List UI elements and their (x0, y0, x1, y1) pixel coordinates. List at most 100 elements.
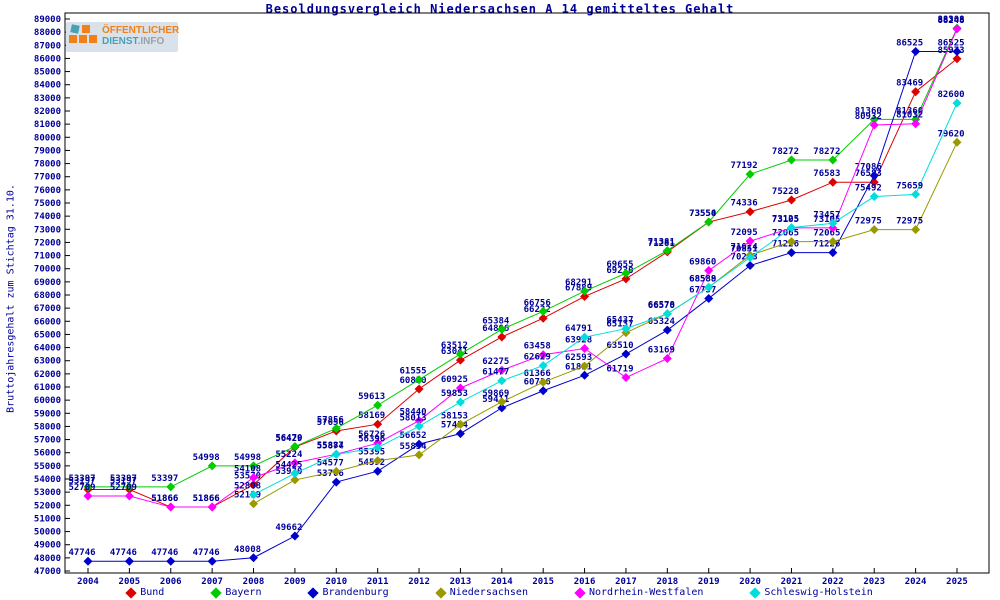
data-point (745, 207, 755, 217)
y-tick-label: 69000 (34, 278, 61, 288)
data-point-label: 73105 (772, 215, 799, 225)
data-point-label: 73125 (772, 215, 799, 225)
series-marker-icon (210, 586, 223, 599)
data-point-label: 53930 (275, 467, 302, 477)
y-tick-label: 79000 (34, 146, 61, 156)
x-tick-label: 2023 (863, 577, 885, 587)
data-point (249, 553, 259, 563)
x-tick-label: 2009 (284, 577, 306, 587)
data-point-label: 70851 (731, 245, 758, 255)
data-point (166, 482, 176, 492)
data-point-label: 55395 (358, 448, 385, 458)
y-tick-label: 77000 (34, 173, 61, 183)
y-tick-label: 82000 (34, 107, 61, 117)
data-point (580, 361, 590, 371)
data-point-label: 88248 (937, 16, 964, 26)
data-point-label: 63510 (606, 341, 633, 351)
y-tick-label: 80000 (34, 133, 61, 143)
data-point-label: 66756 (524, 298, 551, 308)
data-point (455, 355, 465, 365)
series-line-schleswig-holstein (253, 102, 958, 496)
data-point (911, 189, 921, 199)
y-tick-label: 63000 (34, 357, 61, 367)
logo-line1: ÖFFENTLICHER (102, 25, 180, 36)
x-tick-label: 2004 (77, 577, 99, 587)
data-point-label: 83469 (896, 79, 923, 89)
y-tick-label: 75000 (34, 199, 61, 209)
y-tick-label: 86000 (34, 54, 61, 64)
data-point-label: 53397 (68, 474, 95, 484)
data-point-label: 51866 (193, 494, 220, 504)
data-point (580, 344, 590, 354)
data-point-label: 64806 (482, 324, 509, 334)
data-point (952, 137, 962, 147)
logo-square-icon (69, 35, 77, 43)
data-point-label: 72065 (813, 229, 840, 239)
series-line-nordrhein-westfalen (88, 28, 958, 508)
data-point (538, 377, 548, 387)
y-tick-label: 49000 (34, 541, 61, 551)
x-tick-label: 2008 (243, 577, 265, 587)
y-tick-label: 57000 (34, 436, 61, 446)
data-point-label: 66578 (648, 301, 675, 311)
legend-label: Bund (140, 587, 165, 598)
data-point (621, 324, 631, 334)
data-point-label: 53397 (151, 474, 178, 484)
y-tick-label: 51000 (34, 514, 61, 524)
data-point-label: 56396 (358, 435, 385, 445)
data-point-label: 68588 (689, 274, 716, 284)
data-point-label: 57856 (317, 415, 344, 425)
data-point (745, 169, 755, 179)
data-point-label: 72095 (731, 228, 758, 238)
x-tick-label: 2017 (615, 577, 637, 587)
y-tick-label: 85000 (34, 68, 61, 78)
x-tick-label: 2013 (450, 577, 472, 587)
data-point-label: 66570 (648, 301, 675, 311)
data-point (745, 261, 755, 271)
data-point-label: 58153 (441, 411, 468, 421)
data-point-label: 61891 (565, 362, 592, 372)
oeffentlicher-dienst-logo[interactable]: ÖFFENTLICHER DIENST.INFO (66, 22, 180, 52)
data-point (83, 491, 93, 501)
data-point (786, 155, 796, 165)
y-tick-label: 83000 (34, 94, 61, 104)
data-point-label: 63041 (441, 347, 468, 357)
y-tick-label: 65000 (34, 330, 61, 340)
x-tick-label: 2016 (574, 577, 596, 587)
data-point (497, 403, 507, 413)
series-line-brandenburg (88, 51, 957, 562)
data-point-label: 71226 (772, 240, 799, 250)
data-point (331, 477, 341, 487)
data-point (83, 482, 93, 492)
data-point-label: 65437 (606, 316, 633, 326)
plot-border (64, 12, 990, 574)
data-point-label: 58013 (400, 413, 427, 423)
data-point (786, 237, 796, 247)
data-point-label: 59411 (482, 395, 509, 405)
data-point (828, 248, 838, 258)
x-tick-label: 2021 (781, 577, 803, 587)
data-point (373, 443, 383, 453)
data-point-label: 63512 (441, 341, 468, 351)
data-point-label: 70243 (731, 253, 758, 263)
y-tick-label: 67000 (34, 304, 61, 314)
data-point (580, 286, 590, 296)
data-point-label: 61719 (606, 365, 633, 375)
data-point (497, 397, 507, 407)
data-point (828, 177, 838, 187)
data-point-label: 54577 (317, 458, 344, 468)
data-point (828, 237, 838, 247)
x-tick-label: 2012 (408, 577, 430, 587)
data-point-label: 54592 (358, 458, 385, 468)
logo-square-icon (89, 35, 97, 43)
data-point-label: 71281 (648, 239, 675, 249)
y-tick-label: 60000 (34, 396, 61, 406)
data-point (290, 458, 300, 468)
data-point-label: 69655 (606, 260, 633, 270)
data-point-label: 65324 (648, 317, 676, 327)
data-point-label: 69230 (606, 266, 633, 276)
data-point-label: 77086 (855, 163, 882, 173)
data-point-label: 51866 (151, 494, 178, 504)
data-point-label: 63928 (565, 336, 592, 346)
legend-item-bund: Bund (125, 586, 165, 599)
